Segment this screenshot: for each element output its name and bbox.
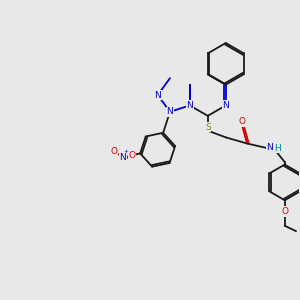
Text: -: - <box>113 144 116 150</box>
Text: O: O <box>238 117 245 126</box>
Text: N: N <box>266 143 273 152</box>
Text: S: S <box>205 123 211 132</box>
Text: N: N <box>186 101 193 110</box>
Text: N: N <box>222 101 229 110</box>
Text: +: + <box>124 149 129 154</box>
Text: O: O <box>128 151 135 160</box>
Text: O: O <box>281 207 288 216</box>
Text: N: N <box>119 153 126 162</box>
Text: N: N <box>167 107 173 116</box>
Text: H: H <box>274 144 281 153</box>
Text: O: O <box>111 147 118 156</box>
Text: N: N <box>154 91 161 100</box>
